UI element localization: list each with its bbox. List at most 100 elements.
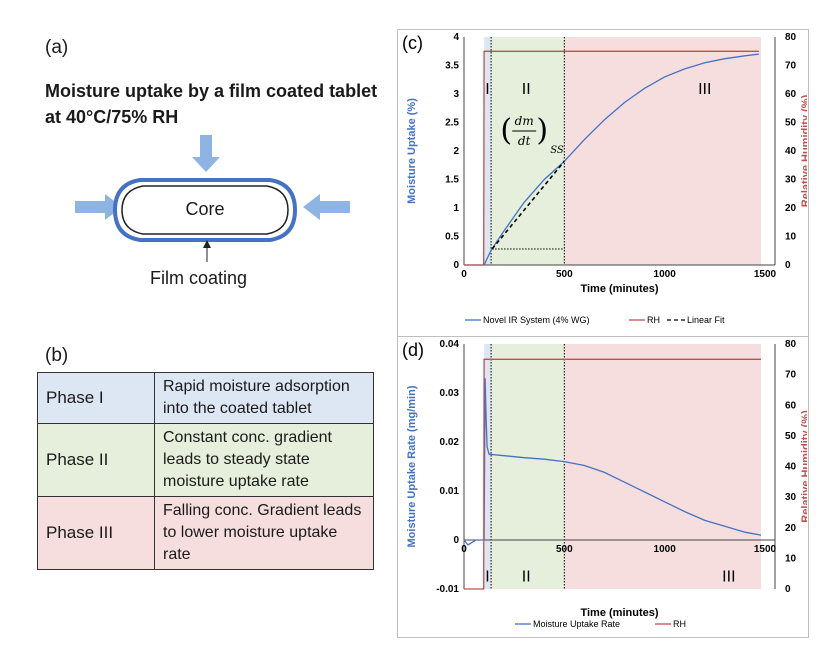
panel-label: (c) [402, 33, 423, 53]
phase-3-region [564, 344, 761, 589]
y2-tick-label: 50 [785, 431, 797, 442]
phase-2-region [491, 37, 565, 265]
y2-tick-label: 20 [785, 203, 797, 214]
y-tick-label: 2 [453, 146, 459, 157]
y-tick-label: 3.5 [445, 61, 459, 72]
annotation-right-paren: ) [536, 113, 548, 148]
phase-row: Phase I Rapid moisture adsorption into t… [37, 372, 374, 424]
y-axis-title: Moisture Uptake (%) [406, 98, 418, 204]
y-tick-label: 0.02 [440, 437, 460, 448]
series-line-2 [491, 160, 565, 250]
phase-description: Falling conc. Gradient leads to lower mo… [154, 496, 374, 570]
series-line-1 [464, 358, 761, 590]
core-shape [121, 185, 289, 235]
pointer-arrow-icon [203, 240, 211, 248]
phase-description: Rapid moisture adsorption into the coate… [154, 372, 374, 424]
legend-label-1: RH [647, 315, 660, 325]
legend-label-1: RH [673, 619, 686, 629]
y2-tick-label: 30 [785, 492, 797, 503]
y2-tick-label: 80 [785, 32, 797, 43]
y-tick-label: 0 [453, 535, 459, 546]
film-coating-label: Film coating [150, 268, 248, 288]
y2-tick-label: 0 [785, 584, 791, 595]
x-tick-label: 1000 [654, 544, 677, 555]
y2-tick-label: 40 [785, 462, 797, 473]
annotation-denominator: dt [518, 134, 531, 148]
x-tick-label: 1500 [754, 544, 777, 555]
phase-description: Constant conc. gradient leads to steady … [154, 423, 374, 497]
y2-tick-label: 20 [785, 523, 797, 534]
phase-label: II [522, 569, 531, 586]
phase-name: Phase III [37, 496, 155, 570]
phase-1-region [484, 344, 492, 589]
left-arrow-icon [75, 194, 122, 220]
panel-b-label: (b) [45, 345, 69, 366]
panel-a-label: (a) [45, 37, 69, 58]
x-tick-label: 0 [461, 269, 467, 280]
y-tick-label: 2.5 [445, 118, 459, 129]
annotation-left-paren: ( [500, 113, 512, 148]
y-tick-label: 0 [453, 260, 459, 271]
y2-tick-label: 60 [785, 89, 797, 100]
y-tick-label: -0.01 [436, 584, 459, 595]
legend-label-0: Novel IR System (4% WG) [483, 315, 590, 325]
legend-label-0: Moisture Uptake Rate [533, 619, 620, 629]
y-tick-label: 4 [453, 32, 459, 43]
phase-3-region [564, 37, 761, 265]
right-arrow-icon [303, 194, 350, 220]
y-tick-label: 0.01 [440, 486, 460, 497]
y2-tick-label: 40 [785, 146, 797, 157]
phase-table: Phase I Rapid moisture adsorption into t… [37, 372, 374, 570]
y2-tick-label: 30 [785, 175, 797, 186]
tablet-diagram [75, 135, 350, 262]
legend-label-2: Linear Fit [687, 315, 725, 325]
panel-label: (d) [402, 340, 424, 360]
annotation-numerator: dm [515, 114, 534, 128]
y-tick-label: 0.03 [440, 388, 460, 399]
y2-axis-title: Relative Humidity (%) [800, 94, 807, 207]
x-tick-label: 500 [556, 269, 573, 280]
series-line-0 [463, 378, 762, 546]
phase-label: III [698, 81, 711, 98]
phase-label: I [485, 569, 489, 586]
y-tick-label: 3 [453, 89, 459, 100]
y2-tick-label: 0 [785, 260, 791, 271]
y2-tick-label: 10 [785, 232, 797, 243]
phase-row: Phase III Falling conc. Gradient leads t… [37, 496, 374, 570]
phase-name: Phase I [37, 372, 155, 424]
y2-tick-label: 50 [785, 118, 797, 129]
y-tick-label: 1.5 [445, 175, 459, 186]
y-tick-label: 1 [453, 203, 459, 214]
panel-a-title: Moisture uptake by a film coated tablet … [45, 81, 378, 127]
x-axis-title: Time (minutes) [580, 283, 658, 295]
phase-label: I [485, 81, 489, 98]
series-line-0 [464, 53, 759, 266]
y2-tick-label: 70 [785, 370, 797, 381]
y-tick-label: 0.04 [440, 339, 460, 350]
phase-label: III [722, 569, 735, 586]
chart-d: -0.01 0 0.01 0.02 0.03 0.04 0 10 20 30 40 50 60 70 80 0… [402, 339, 807, 629]
y2-tick-label: 70 [785, 61, 797, 72]
x-tick-label: 1500 [754, 269, 777, 280]
phase-2-region [491, 344, 565, 589]
y-axis-title: Moisture Uptake Rate (mg/min) [406, 385, 418, 547]
top-arrow-icon [192, 135, 220, 172]
core-label-box: Core [122, 190, 288, 230]
x-tick-label: 500 [556, 544, 573, 555]
y-tick-label: 0.5 [445, 232, 459, 243]
y2-tick-label: 60 [785, 400, 797, 411]
phase-name: Phase II [37, 423, 155, 497]
series-line-1 [464, 50, 759, 266]
x-tick-label: 0 [461, 544, 467, 555]
y2-axis-title: Relative Humidity (%) [800, 410, 807, 523]
core-label: Core [185, 199, 225, 219]
phase-label: II [522, 81, 531, 98]
phase-1-region [484, 37, 492, 265]
y2-tick-label: 10 [785, 553, 797, 564]
x-axis-title: Time (minutes) [580, 607, 658, 619]
y2-tick-label: 80 [785, 339, 797, 350]
x-tick-label: 1000 [654, 269, 677, 280]
phase-row: Phase II Constant conc. gradient leads t… [37, 423, 374, 497]
annotation-subscript: SS [550, 145, 564, 156]
